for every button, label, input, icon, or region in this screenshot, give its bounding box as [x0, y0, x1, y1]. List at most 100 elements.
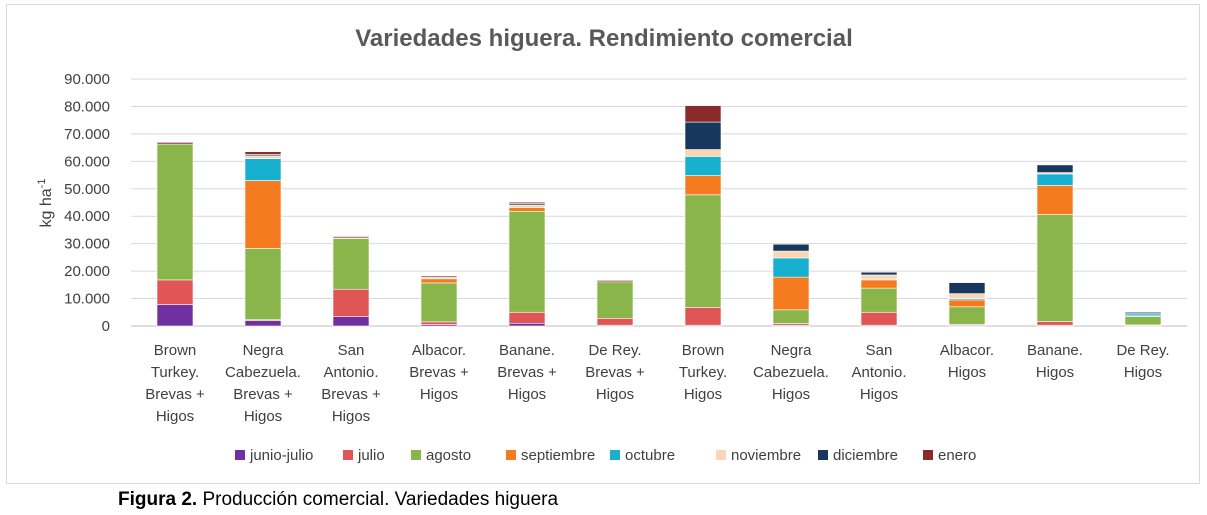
x-category-label-line: Higos	[596, 386, 634, 403]
bars	[156, 105, 1162, 327]
bar-segment	[332, 288, 370, 317]
bar-segment	[1124, 311, 1162, 314]
bar-segment	[1036, 185, 1074, 215]
y-tick-label: 50.000	[64, 181, 110, 198]
x-category-label-line: Cabezuela.	[753, 364, 829, 381]
legend-swatch	[818, 450, 828, 460]
bar-segment	[420, 282, 458, 323]
stacked-bar-chart: Variedades higuera. Rendimiento comercia…	[36, 25, 1187, 464]
x-category-label-line: Cabezuela.	[225, 364, 301, 381]
chart-title: Variedades higuera. Rendimiento comercia…	[355, 25, 853, 52]
legend-swatch	[506, 450, 516, 460]
x-category-label: San Antonio. Brevas + Higos	[321, 342, 381, 425]
legend-label: noviembre	[731, 447, 801, 464]
x-category-label-line: Negra	[243, 342, 285, 359]
x-category-label-line: Higos	[772, 386, 810, 403]
x-category-label: De Rey. Brevas + Higos	[585, 342, 645, 403]
bar-segment	[596, 318, 634, 326]
x-category-label-line: Higos	[1036, 364, 1074, 381]
x-category-label-line: Higos	[1124, 364, 1162, 381]
y-tick-label: 70.000	[64, 126, 110, 143]
bar-segment	[860, 271, 898, 276]
caption-text: Producción comercial. Variedades higuera	[197, 489, 559, 510]
bar-segment	[156, 143, 194, 281]
x-category-label-line: Antonio.	[851, 364, 906, 381]
x-category-label: Negra Cabezuela. Higos	[753, 342, 829, 403]
x-category-label-line: Higos	[244, 408, 282, 425]
x-category-label-line: Higos	[684, 386, 722, 403]
caption-label: Figura 2.	[118, 489, 198, 510]
bar-segment	[860, 279, 898, 289]
bar-segment	[244, 248, 282, 320]
bar-segment	[508, 204, 546, 209]
legend-label: julio	[357, 447, 385, 464]
legend-label: octubre	[625, 447, 675, 464]
y-tick-label: 90.000	[64, 71, 110, 88]
bar-segment	[772, 257, 810, 278]
bar-segment	[508, 207, 546, 212]
x-category-label-line: Banane.	[499, 342, 555, 359]
bar-segment	[244, 180, 282, 249]
x-category-label: Banane. Brevas + Higos	[497, 342, 557, 403]
chart-area: Variedades higuera. Rendimiento comercia…	[6, 4, 1200, 484]
x-category-label: Brown Turkey. Higos	[679, 342, 727, 403]
legend-label: septiembre	[521, 447, 595, 464]
bar-segment	[860, 311, 898, 326]
y-axis-label-superscript: -1	[36, 179, 48, 189]
bar-segment	[332, 316, 370, 327]
x-category-label: Albacor. Brevas + Higos	[409, 342, 469, 403]
y-tick-label: 10.000	[64, 291, 110, 308]
x-category-label-line: San	[338, 342, 365, 359]
bar-segment	[508, 201, 546, 204]
bar-segment	[772, 276, 810, 311]
bar-segment	[948, 282, 986, 294]
bar-segment	[1036, 173, 1074, 186]
x-category-label: Negra Cabezuela. Brevas + Higos	[225, 342, 301, 425]
y-axis-label-main: kg ha	[38, 188, 55, 227]
x-category-label: Albacor. Higos	[940, 342, 994, 381]
x-category-label-line: Brevas +	[497, 364, 557, 381]
x-category-label-line: Turkey.	[679, 364, 727, 381]
x-category-label: Banane. Higos	[1027, 342, 1083, 381]
bar-segment	[860, 274, 898, 280]
x-category-label-line: Higos	[508, 386, 546, 403]
y-tick-label: 40.000	[64, 208, 110, 225]
x-category-label-line: San	[866, 342, 893, 359]
x-axis-categories: Brown Turkey. Brevas + Higos Negra Cabezuela.…	[145, 342, 1169, 425]
bar-segment	[420, 275, 458, 278]
x-category-label: San Antonio. Higos	[851, 342, 906, 403]
y-tick-label: 60.000	[64, 153, 110, 170]
bar-segment	[420, 321, 458, 325]
legend-label: diciembre	[833, 447, 898, 464]
x-category-label-line: Brevas +	[233, 386, 293, 403]
bar-segment	[684, 175, 722, 196]
figure-caption: Figura 2. Producción comercial. Variedad…	[118, 489, 558, 511]
bar-segment	[244, 320, 282, 327]
y-axis-ticks: 0 10.000 20.000 30.000 40.000 50.000 60.000 70.…	[64, 71, 110, 335]
x-category-label-line: Antonio.	[323, 364, 378, 381]
bar-segment	[772, 309, 810, 324]
legend-swatch	[411, 450, 421, 460]
legend-swatch	[716, 450, 726, 460]
x-category-label-line: Higos	[332, 408, 370, 425]
x-category-label-line: Albacor.	[412, 342, 466, 359]
bar-segment	[156, 304, 194, 327]
bar-segment	[684, 121, 722, 150]
y-tick-label: 80.000	[64, 98, 110, 115]
legend-swatch	[343, 450, 353, 460]
bar-segment	[1036, 321, 1074, 326]
bar-segment	[508, 311, 546, 324]
bar-segment	[244, 158, 282, 181]
bar-segment	[948, 293, 986, 299]
bar-segment	[596, 280, 634, 283]
bar-segment	[332, 238, 370, 290]
x-category-label-line: De Rey.	[588, 342, 641, 359]
bar-segment	[332, 236, 370, 239]
x-category-label: Brown Turkey. Brevas + Higos	[145, 342, 205, 425]
x-category-label-line: Brevas +	[321, 386, 381, 403]
bar-segment	[684, 149, 722, 157]
bar-segment	[1124, 316, 1162, 326]
x-category-label-line: Brown	[682, 342, 725, 359]
bar-segment	[420, 278, 458, 284]
bar-segment	[860, 287, 898, 313]
